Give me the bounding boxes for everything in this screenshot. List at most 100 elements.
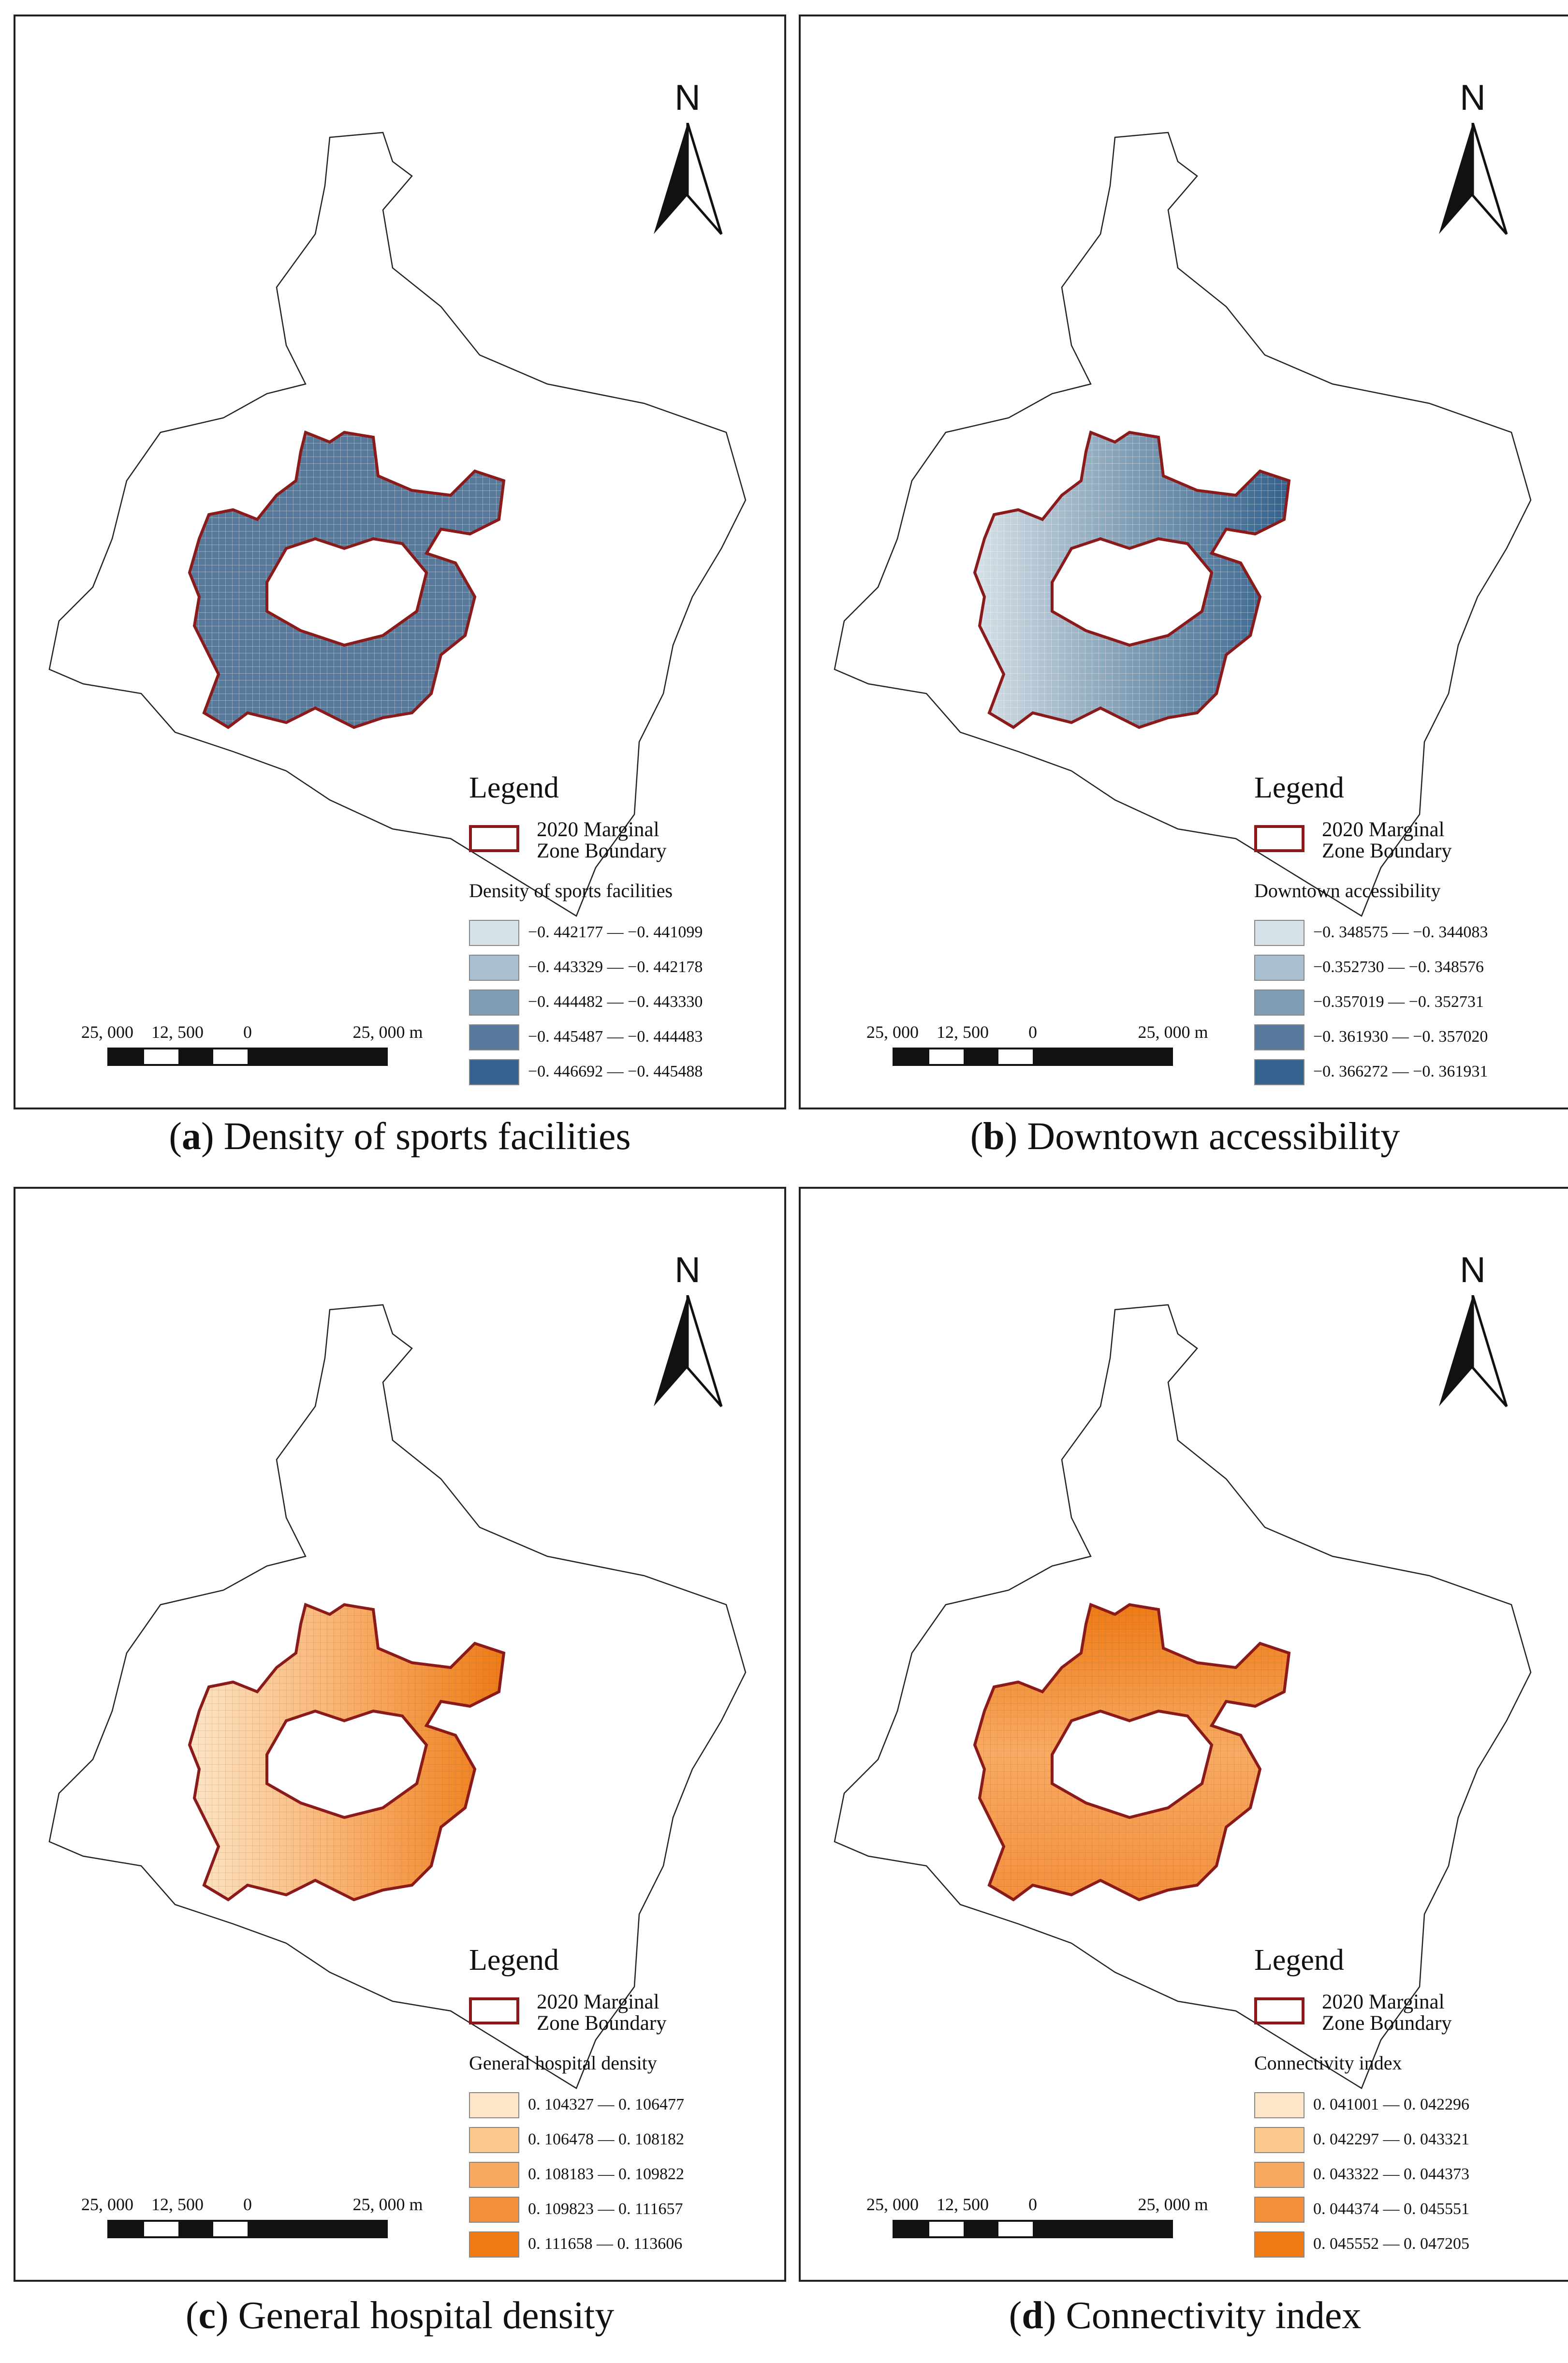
legend-class: 0. 043322 — 0. 044373 <box>1254 2158 1564 2193</box>
legend-class: −0. 443329 — −0. 442178 <box>469 951 778 986</box>
class-swatch <box>1254 2197 1304 2223</box>
legend-class: 0. 106478 — 0. 108182 <box>469 2123 778 2158</box>
caption-c: (c) General hospital density <box>185 2294 615 2337</box>
class-swatch <box>469 1059 519 1085</box>
north-arrow: N <box>649 78 726 238</box>
boundary-label-line1: 2020 Marginal <box>537 1991 659 2013</box>
variable-title: Density of sports facilities <box>469 880 673 901</box>
variable-title: General hospital density <box>469 2052 657 2074</box>
class-swatch <box>1254 1059 1304 1085</box>
north-arrow: N <box>1434 78 1511 238</box>
city-outline <box>48 1304 747 2089</box>
boundary-label-line1: 2020 Marginal <box>537 818 659 841</box>
boundary-legend-row: 2020 Marginal Zone Boundary <box>469 1992 778 2040</box>
class-swatch <box>469 2197 519 2223</box>
boundary-swatch <box>1254 825 1304 852</box>
north-label: N <box>1460 1250 1486 1290</box>
class-swatch <box>469 2127 519 2153</box>
legend: Legend 2020 Marginal Zone Boundary Downt… <box>1254 771 1564 1090</box>
north-label: N <box>1460 77 1486 118</box>
legend-class: 0. 041001 — 0. 042296 <box>1254 2088 1564 2123</box>
city-outline <box>834 1304 1532 2089</box>
study-area-map <box>48 1304 747 2089</box>
class-swatch <box>1254 2127 1304 2153</box>
north-arrow-icon <box>1439 123 1508 235</box>
legend-class: 0. 104327 — 0. 106477 <box>469 2088 778 2123</box>
scale-label: 25, 000 m <box>1138 1022 1208 1042</box>
scale-label: 12, 500 <box>937 1022 989 1042</box>
class-swatch <box>1254 1024 1304 1050</box>
scale-label: 0 <box>243 1022 252 1042</box>
boundary-swatch <box>469 1997 519 2024</box>
boundary-legend-row: 2020 Marginal Zone Boundary <box>469 819 778 868</box>
legend-class: −0.352730 — −0. 348576 <box>1254 951 1564 986</box>
study-area-map <box>834 1304 1532 2089</box>
legend-class: −0. 446692 — −0. 445488 <box>469 1055 778 1090</box>
marginal-zone-boundary <box>188 430 506 729</box>
scale-label: 25, 000 <box>866 2195 919 2214</box>
class-swatch <box>469 2231 519 2258</box>
scale-label: 0 <box>1028 1022 1037 1042</box>
legend-class: 0. 044374 — 0. 045551 <box>1254 2193 1564 2228</box>
legend-class: 0. 109823 — 0. 111657 <box>469 2193 778 2228</box>
north-arrow-icon <box>654 123 723 235</box>
class-swatch <box>469 920 519 946</box>
legend-class: −0. 366272 — −0. 361931 <box>1254 1055 1564 1090</box>
scale-bar: 25, 000 12, 500 0 25, 000 m <box>844 1022 1221 1080</box>
class-swatch <box>469 990 519 1016</box>
north-arrow-icon <box>654 1295 723 1407</box>
variable-title: Connectivity index <box>1254 2052 1402 2074</box>
north-label: N <box>674 1250 701 1290</box>
class-swatch <box>1254 990 1304 1016</box>
north-arrow: N <box>1434 1251 1511 1410</box>
class-swatch <box>1254 2092 1304 2118</box>
class-swatch <box>1254 955 1304 981</box>
legend-class: 0. 042297 — 0. 043321 <box>1254 2123 1564 2158</box>
scale-label: 0 <box>1028 2195 1037 2214</box>
class-swatch <box>1254 2162 1304 2188</box>
boundary-label-line2: Zone Boundary <box>1322 2012 1452 2035</box>
marginal-zone-boundary <box>188 1602 506 1902</box>
scale-bar: 25, 000 12, 500 0 25, 000 m <box>59 1022 436 1080</box>
class-swatch <box>469 1024 519 1050</box>
scale-label: 12, 500 <box>937 2195 989 2214</box>
marginal-zone-boundary <box>973 1602 1291 1902</box>
boundary-label-line1: 2020 Marginal <box>1322 818 1445 841</box>
legend-class: −0. 361930 — −0. 357020 <box>1254 1020 1564 1055</box>
class-swatch <box>469 955 519 981</box>
legend-class: 0. 045552 — 0. 047205 <box>1254 2228 1564 2262</box>
scale-label: 25, 000 m <box>1138 2195 1208 2214</box>
scale-label: 25, 000 <box>81 2195 133 2214</box>
scale-label: 25, 000 m <box>352 2195 423 2214</box>
legend-class: −0. 442177 — −0. 441099 <box>469 916 778 951</box>
variable-title: Downtown accessibility <box>1254 880 1441 901</box>
legend-class: 0. 108183 — 0. 109822 <box>469 2158 778 2193</box>
map-panel-d: N Legend 2020 Marginal Zone Boundary Con… <box>799 1187 1568 2282</box>
scale-label: 12, 500 <box>151 1022 204 1042</box>
legend-title: Legend <box>469 1944 559 1977</box>
boundary-swatch <box>1254 1997 1304 2024</box>
scale-label: 25, 000 <box>81 1022 133 1042</box>
class-swatch <box>469 2162 519 2188</box>
scale-label: 0 <box>243 2195 252 2214</box>
boundary-label-line2: Zone Boundary <box>537 840 667 862</box>
legend-title: Legend <box>469 771 559 804</box>
caption-d: (d) Connectivity index <box>1009 2294 1362 2337</box>
boundary-label-line1: 2020 Marginal <box>1322 1991 1445 2013</box>
map-panel-b: N Legend 2020 Marginal Zone Boundary Dow… <box>799 15 1568 1109</box>
scale-bar: 25, 000 12, 500 0 25, 000 m <box>59 2195 436 2253</box>
legend-class: −0. 444482 — −0. 443330 <box>469 986 778 1020</box>
study-area-map <box>48 132 747 917</box>
map-panel-c: N Legend 2020 Marginal Zone Boundary Gen… <box>14 1187 786 2282</box>
marginal-zone-boundary <box>973 430 1291 729</box>
legend: Legend 2020 Marginal Zone Boundary Densi… <box>469 771 778 1090</box>
north-arrow-icon <box>1439 1295 1508 1407</box>
boundary-label-line2: Zone Boundary <box>1322 840 1452 862</box>
class-swatch <box>469 2092 519 2118</box>
class-swatch <box>1254 2231 1304 2258</box>
caption-b: (b) Downtown accessibility <box>970 1115 1400 1158</box>
map-panel-a: N Legend 2020 Marginal Zone Boundary Den… <box>14 15 786 1109</box>
north-label: N <box>674 77 701 118</box>
caption-a: (a) Density of sports facilities <box>169 1115 631 1158</box>
north-arrow: N <box>649 1251 726 1410</box>
